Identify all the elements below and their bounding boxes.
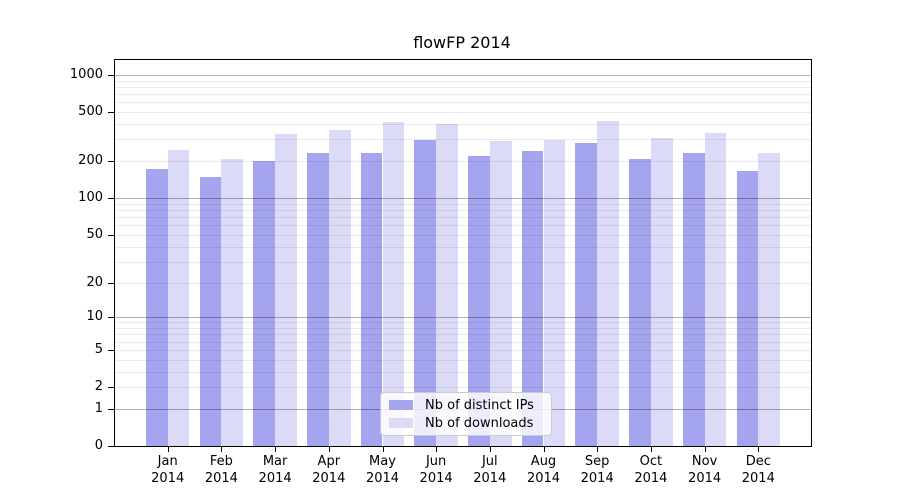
x-tick-year-aug: 2014: [526, 471, 561, 486]
bar-distinct-ips-oct: [629, 159, 651, 446]
y-tick-1000: [108, 74, 115, 76]
x-tick-label-jul: Jul 2014: [462, 453, 518, 487]
bar-distinct-ips-aug: [521, 150, 544, 446]
bar-distinct-ips-dec: [736, 170, 759, 446]
legend-row-downloads: Nb of downloads: [389, 416, 543, 431]
x-tick-year-oct: 2014: [634, 471, 668, 486]
legend-swatch-distinct-ips: [389, 400, 413, 410]
legend-row-distinct-ips: Nb of distinct IPs: [389, 398, 543, 413]
y-tick-200: [108, 161, 115, 163]
x-tick-aug: [543, 446, 545, 452]
bar-downloads-apr: [328, 130, 351, 446]
legend-swatch-downloads: [389, 418, 413, 428]
bar-distinct-ips-may: [360, 153, 383, 446]
y-tick-label-500: 500: [78, 104, 103, 120]
y-tick-10: [108, 317, 115, 319]
y-tick-2: [108, 387, 115, 388]
chart-title: flowFP 2014: [413, 33, 511, 52]
bar-downloads-jun: [436, 123, 458, 446]
gridline-minor-400: [115, 124, 811, 125]
bar-downloads-dec: [758, 153, 781, 446]
x-tick-year-may: 2014: [365, 471, 400, 486]
y-tick-1: [108, 408, 115, 410]
bar-downloads-may: [382, 122, 405, 446]
bar-distinct-ips-jan: [145, 169, 168, 446]
x-tick-label-oct: Oct 2014: [623, 453, 679, 487]
x-tick-label-sep: Sep 2014: [569, 453, 625, 487]
bar-distinct-ips-nov: [682, 152, 705, 446]
legend-label-distinct-ips: Nb of distinct IPs: [425, 397, 534, 413]
x-tick-jun: [436, 446, 438, 452]
gridline-minor-900: [115, 80, 811, 82]
bar-downloads-jan: [167, 150, 190, 446]
y-tick-label-100: 100: [78, 190, 103, 206]
y-tick-label-50: 50: [86, 226, 103, 242]
bar-distinct-ips-jul: [468, 155, 490, 446]
bar-downloads-oct: [650, 137, 673, 446]
bar-downloads-sep: [597, 121, 619, 446]
x-tick-label-may: May 2014: [355, 453, 411, 487]
y-tick-50: [108, 234, 115, 236]
x-tick-label-jan: Jan 2014: [140, 453, 196, 487]
y-tick-5: [108, 349, 115, 351]
y-tick-label-2: 2: [94, 379, 103, 394]
x-tick-oct: [650, 446, 652, 452]
bar-distinct-ips-jun: [414, 140, 437, 446]
y-tick-label-1: 1: [94, 400, 103, 416]
y-tick-label-20: 20: [86, 274, 103, 290]
x-tick-nov: [704, 446, 706, 452]
y-tick-20: [108, 282, 115, 284]
bar-downloads-feb: [221, 159, 244, 446]
x-tick-dec: [758, 446, 760, 452]
x-tick-year-feb: 2014: [204, 471, 238, 486]
x-tick-year-apr: 2014: [312, 471, 346, 486]
bar-distinct-ips-sep: [575, 142, 598, 446]
gridline-minor-700: [115, 94, 811, 95]
y-tick-0: [108, 446, 115, 447]
bar-distinct-ips-feb: [199, 177, 222, 446]
bar-downloads-mar: [275, 134, 297, 446]
x-tick-sep: [597, 446, 599, 452]
x-tick-jul: [489, 446, 491, 452]
x-tick-year-dec: 2014: [741, 471, 775, 486]
x-tick-apr: [328, 446, 330, 452]
x-tick-mar: [275, 446, 277, 452]
x-tick-label-aug: Aug 2014: [516, 453, 572, 487]
gridline-minor-800: [115, 86, 811, 88]
bar-distinct-ips-mar: [253, 160, 276, 446]
x-tick-jan: [167, 446, 169, 452]
bar-downloads-aug: [543, 140, 566, 446]
gridline-minor-500: [115, 112, 811, 114]
bar-downloads-nov: [704, 133, 727, 446]
x-tick-label-mar: Mar 2014: [247, 453, 303, 487]
x-tick-year-jul: 2014: [473, 471, 507, 486]
plot-area: Nb of distinct IPs Nb of downloads Jan 20…: [70, 59, 812, 486]
x-tick-year-sep: 2014: [580, 471, 614, 486]
y-tick-label-0: 0: [94, 438, 103, 453]
x-tick-label-jun: Jun 2014: [408, 453, 464, 487]
x-tick-label-apr: Apr 2014: [301, 453, 357, 487]
x-tick-year-mar: 2014: [258, 471, 292, 486]
bar-downloads-jul: [489, 141, 512, 446]
x-tick-may: [382, 446, 384, 452]
x-tick-year-jan: 2014: [151, 471, 185, 486]
y-tick-100: [108, 198, 115, 200]
legend: Nb of distinct IPs Nb of downloads: [380, 392, 552, 436]
x-tick-label-dec: Dec 2014: [730, 453, 786, 487]
x-tick-year-jun: 2014: [419, 471, 453, 486]
gridline-minor-600: [115, 102, 811, 104]
x-tick-label-feb: Feb 2014: [193, 453, 249, 487]
y-tick-500: [108, 112, 115, 114]
x-tick-label-nov: Nov 2014: [677, 453, 733, 487]
gridline-major-1000: [115, 74, 811, 76]
y-tick-label-200: 200: [78, 153, 103, 169]
y-tick-label-1000: 1000: [69, 66, 103, 82]
legend-label-downloads: Nb of downloads: [425, 415, 534, 431]
y-tick-label-5: 5: [94, 341, 103, 357]
x-tick-feb: [221, 446, 223, 452]
y-tick-label-10: 10: [86, 309, 103, 325]
bar-distinct-ips-apr: [307, 152, 329, 446]
x-tick-year-nov: 2014: [688, 471, 722, 486]
